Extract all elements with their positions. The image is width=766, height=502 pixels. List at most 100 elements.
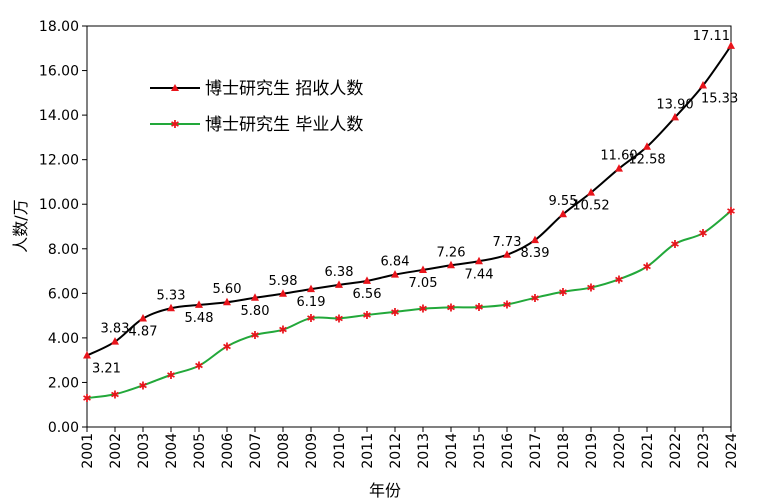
- data-label: 7.73: [493, 235, 522, 250]
- data-point-marker: [671, 112, 679, 121]
- data-point-marker: [447, 260, 455, 269]
- data-label: 6.38: [325, 265, 354, 280]
- x-tick-label: 2009: [304, 433, 320, 469]
- data-label: 13.90: [656, 97, 693, 112]
- data-point-marker: ✱: [166, 369, 175, 382]
- data-label: 6.84: [381, 255, 410, 270]
- data-label: 5.60: [213, 282, 242, 297]
- x-tick-label: 2018: [556, 433, 572, 469]
- data-point-marker: ✱: [558, 286, 567, 299]
- x-tick-label: 2013: [416, 433, 432, 469]
- y-tick-label: 16.00: [39, 64, 79, 80]
- x-axis-title: 年份: [369, 481, 401, 500]
- x-tick-label: 2005: [192, 433, 208, 469]
- data-point-marker: ✱: [530, 292, 539, 305]
- data-point-marker: ✱: [726, 205, 735, 218]
- y-tick-label: 2.00: [48, 375, 79, 391]
- data-point-marker: ✱: [110, 388, 119, 401]
- series-line: [86, 210, 732, 400]
- data-point-marker: [503, 250, 511, 258]
- data-point-marker: [727, 41, 735, 49]
- data-label: 3.83: [101, 322, 130, 337]
- plot-frame: [86, 25, 732, 428]
- data-point-marker: ✱: [586, 282, 595, 295]
- data-point-marker: [251, 293, 259, 301]
- data-point-marker: ✱: [474, 301, 483, 314]
- x-tick-label: 2002: [108, 433, 124, 469]
- data-label: 11.60: [600, 149, 637, 164]
- data-point-marker: ✱: [502, 298, 511, 311]
- data-label: 5.98: [269, 274, 298, 289]
- x-tick-label: 2022: [668, 433, 684, 469]
- data-point-marker: [531, 235, 539, 244]
- x-tick-label: 2015: [472, 433, 488, 469]
- data-point-marker: [419, 265, 427, 273]
- data-point-marker: ✱: [306, 312, 315, 325]
- data-point-marker: [83, 350, 91, 359]
- x-tick-label: 2024: [724, 433, 740, 469]
- legend-label-enrollment: 博士研究生 招收人数: [205, 79, 363, 99]
- data-point-marker: [167, 303, 175, 312]
- x-tick-label: 2010: [332, 433, 348, 469]
- data-label: 17.11: [693, 29, 730, 44]
- series-enrollment: 3.21 3.83 4.87 5.33 5.48 5.60 5.80 5.98 6.19 6.38…: [83, 29, 738, 376]
- x-tick-label: 2016: [500, 433, 516, 469]
- data-point-marker: [391, 270, 399, 278]
- y-axis-title: 人数/万: [11, 199, 30, 252]
- series-graduation: ✱ ✱ ✱ ✱ ✱ ✱ ✱ ✱ ✱ ✱ ✱ ✱ ✱ ✱ ✱ ✱ ✱ ✱ ✱ ✱ ✱ ✱ ✱ ✱: [82, 205, 735, 405]
- data-point-marker: ✱: [82, 392, 91, 405]
- data-point-marker: [335, 280, 343, 288]
- x-tick-label: 2019: [584, 433, 600, 469]
- data-label: 4.87: [129, 325, 158, 340]
- data-label: 3.21: [92, 361, 121, 376]
- data-point-marker: ✱: [334, 312, 343, 325]
- data-point-marker: [279, 289, 287, 297]
- data-label: 9.55: [549, 194, 578, 209]
- data-point-marker: [699, 80, 707, 89]
- data-point-marker: [615, 164, 623, 172]
- data-label: 12.58: [628, 153, 665, 168]
- y-tick-label: 8.00: [48, 242, 79, 258]
- data-point-marker: ✱: [250, 329, 259, 342]
- data-point-marker: [643, 142, 651, 150]
- data-point-marker: ✱: [446, 301, 455, 314]
- y-axis-ticks: 0.00 2.00 4.00 6.00 8.00 10.00 12.00 14.00 16.00…: [39, 19, 87, 436]
- y-tick-label: 6.00: [48, 286, 79, 302]
- y-tick-label: 18.00: [39, 19, 79, 35]
- data-point-marker: [111, 337, 119, 345]
- data-point-marker: ✱: [138, 379, 147, 392]
- data-point-marker: [223, 297, 231, 306]
- x-tick-label: 2006: [220, 433, 236, 469]
- x-tick-label: 2007: [248, 433, 264, 469]
- data-point-marker: [363, 276, 371, 284]
- y-tick-label: 10.00: [39, 197, 79, 213]
- legend-marker-enrollment: [171, 84, 179, 91]
- x-tick-label: 2011: [360, 433, 376, 469]
- x-tick-label: 2003: [136, 433, 152, 469]
- legend-marker-graduation: ✱: [170, 118, 179, 131]
- x-tick-label: 2012: [388, 433, 404, 469]
- data-label: 7.44: [465, 267, 494, 282]
- x-tick-label: 2023: [696, 433, 712, 469]
- data-point-marker: [559, 209, 567, 218]
- series-line: [86, 45, 732, 357]
- data-point-marker: ✱: [698, 227, 707, 240]
- data-label: 6.19: [297, 295, 326, 310]
- y-tick-label: 4.00: [48, 331, 79, 347]
- legend-label-graduation: 博士研究生 毕业人数: [205, 115, 363, 135]
- y-tick-label: 12.00: [39, 153, 79, 169]
- data-point-marker: ✱: [614, 273, 623, 286]
- chart-axes: [86, 25, 732, 428]
- y-tick-label: 0.00: [48, 420, 79, 436]
- chart-series: 3.21 3.83 4.87 5.33 5.48 5.60 5.80 5.98 6.19 6.38…: [82, 29, 738, 405]
- data-point-marker: [475, 256, 483, 265]
- y-tick-label: 14.00: [39, 108, 79, 124]
- data-label: 5.48: [185, 311, 214, 326]
- x-tick-label: 2021: [640, 433, 656, 469]
- data-label: 10.52: [572, 199, 609, 214]
- data-label: 5.33: [157, 288, 186, 303]
- data-point-marker: ✱: [390, 306, 399, 319]
- x-tick-label: 2004: [164, 433, 180, 469]
- data-label: 6.56: [353, 287, 382, 302]
